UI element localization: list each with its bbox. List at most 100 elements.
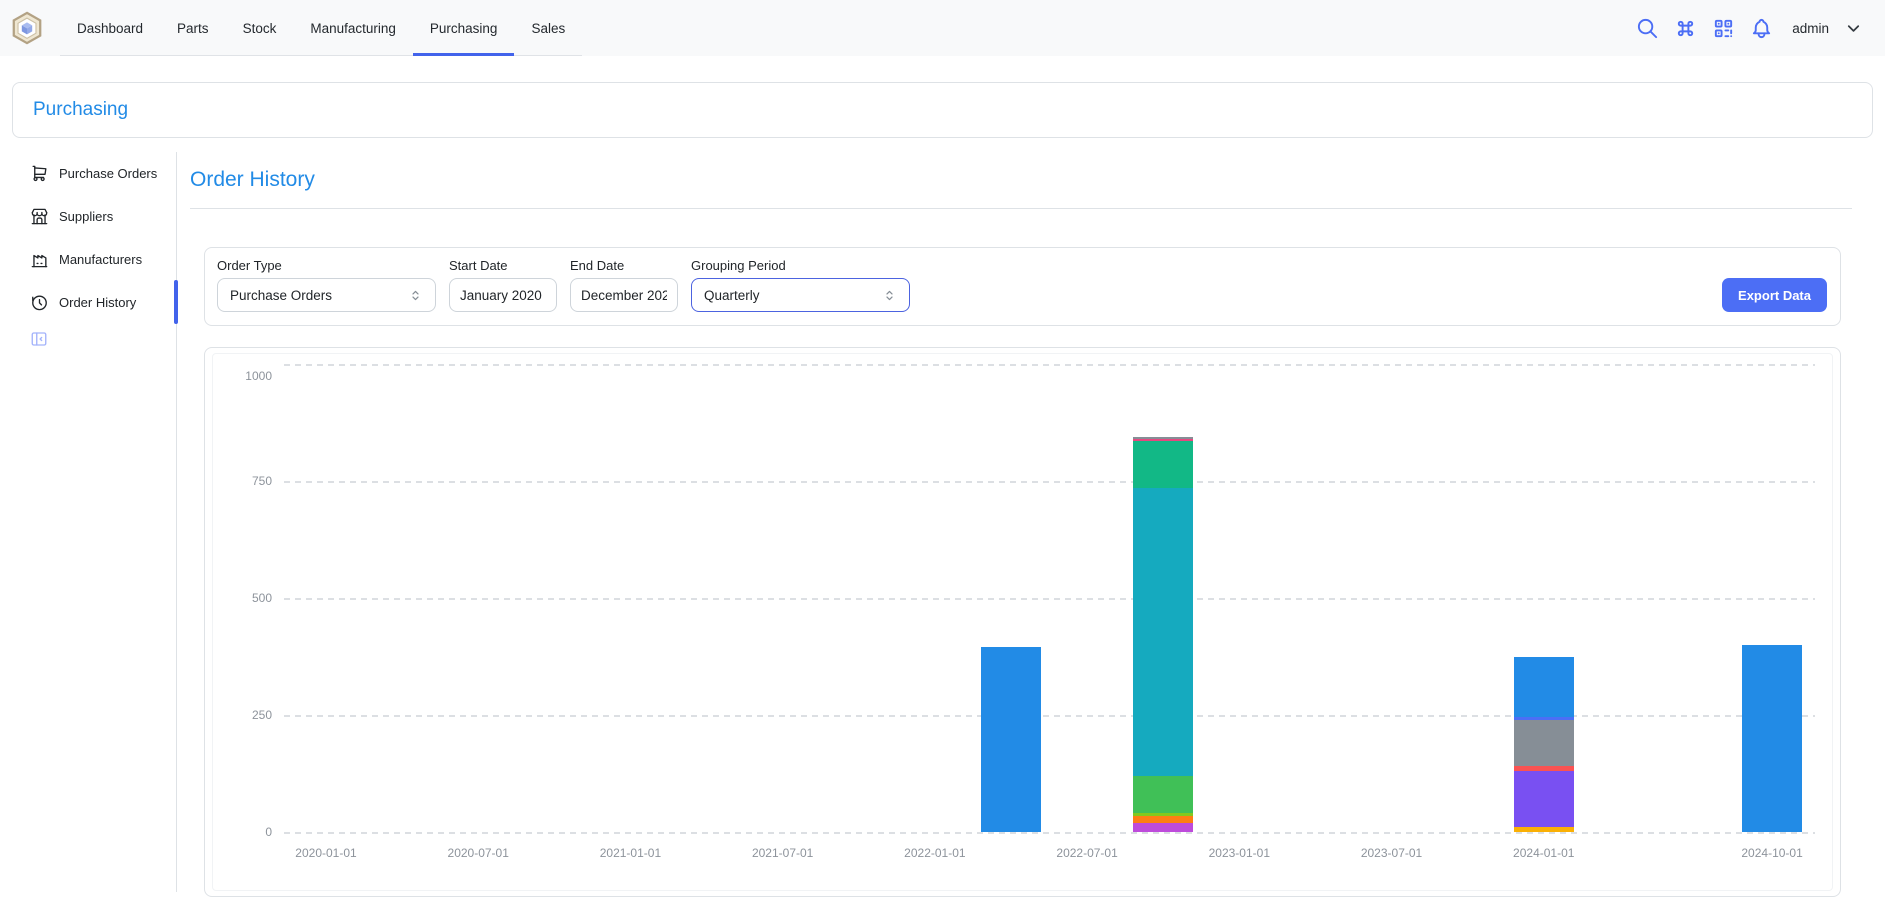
x-axis-tick: 2021-07-01 xyxy=(751,846,814,860)
user-menu-label[interactable]: admin xyxy=(1792,20,1829,36)
start-date-label: Start Date xyxy=(449,258,508,273)
header-icon-group xyxy=(1636,17,1773,40)
top-nav-bar: Dashboard Parts Stock Manufacturing Purchasi… xyxy=(0,0,1885,56)
y-axis-tick: 1000 xyxy=(245,369,272,383)
breadcrumb: Purchasing xyxy=(12,82,1873,138)
tab-manufacturing[interactable]: Manufacturing xyxy=(310,20,396,36)
bar-segment xyxy=(1133,438,1194,442)
breadcrumb-purchasing-link[interactable]: Purchasing xyxy=(33,99,129,120)
main-area: Purchase Orders Suppliers Manufacturers Ord… xyxy=(0,152,1885,897)
y-axis-tick: 500 xyxy=(251,591,272,605)
y-gridline-750 xyxy=(284,481,1815,483)
x-axis-tick: 2022-07-01 xyxy=(1056,846,1118,860)
sidebar-item-purchase-orders[interactable]: Purchase Orders xyxy=(0,158,176,188)
bar-segment xyxy=(1133,436,1194,439)
shopping-cart-icon xyxy=(30,164,49,183)
order-type-value: Purchase Orders xyxy=(230,287,333,303)
selector-icon xyxy=(408,288,423,303)
tab-stock[interactable]: Stock xyxy=(242,20,277,36)
bar-segment xyxy=(1133,775,1194,814)
y-gridline-0 xyxy=(284,832,1815,834)
y-gridline-500 xyxy=(284,598,1815,600)
end-date-input[interactable] xyxy=(570,278,678,312)
x-axis-tick: 2022-01-01 xyxy=(904,846,966,860)
sidebar-collapse-icon xyxy=(30,330,48,348)
tab-sales[interactable]: Sales xyxy=(531,20,566,36)
tab-dashboard[interactable]: Dashboard xyxy=(77,20,144,36)
bar-segment xyxy=(1513,719,1574,767)
bar-segment xyxy=(1133,815,1194,823)
chevron-down-icon[interactable] xyxy=(1844,19,1863,38)
sidebar-collapse-button[interactable] xyxy=(0,330,176,353)
end-date-label: End Date xyxy=(570,258,625,273)
command-icon[interactable] xyxy=(1674,17,1697,40)
title-divider xyxy=(190,208,1852,209)
export-data-button[interactable]: Export Data xyxy=(1722,278,1827,312)
x-axis-tick: 2023-01-01 xyxy=(1208,846,1270,860)
tab-parts[interactable]: Parts xyxy=(177,20,209,36)
order-type-field: Order Type Purchase Orders xyxy=(217,258,436,312)
grouping-period-field: Grouping Period Quarterly xyxy=(691,258,910,312)
bar-segment xyxy=(980,647,1041,832)
nav-tabs: Dashboard Parts Stock Manufacturing Purchasi… xyxy=(60,0,582,56)
bar-segment xyxy=(1513,766,1574,772)
order-type-select[interactable]: Purchase Orders xyxy=(217,278,436,312)
qrcode-icon[interactable] xyxy=(1712,17,1735,40)
sidebar-item-label: Manufacturers xyxy=(59,251,143,267)
sidebar-item-suppliers[interactable]: Suppliers xyxy=(0,201,176,231)
bar-segment xyxy=(1513,827,1574,832)
grouping-period-select[interactable]: Quarterly xyxy=(691,278,910,312)
chart-bar-2022-04-01[interactable] xyxy=(980,647,1041,832)
history-icon xyxy=(30,293,49,312)
grouping-period-label: Grouping Period xyxy=(691,258,786,273)
x-axis-tick: 2020-07-01 xyxy=(447,846,509,860)
x-axis-tick: 2020-01-01 xyxy=(295,846,357,860)
tab-purchasing[interactable]: Purchasing xyxy=(413,0,515,56)
start-date-field: Start Date xyxy=(449,258,557,312)
bar-segment xyxy=(1133,487,1194,776)
chart-bar-2024-10-01[interactable] xyxy=(1742,644,1803,832)
bell-icon[interactable] xyxy=(1750,17,1773,40)
building-store-icon xyxy=(30,207,49,226)
x-axis-tick: 2023-07-01 xyxy=(1360,846,1423,860)
bar-segment xyxy=(1513,771,1574,828)
x-axis-tick: 2024-10-01 xyxy=(1741,846,1803,860)
y-gridline-250 xyxy=(284,715,1815,717)
chart-bar-2024-01-01[interactable] xyxy=(1513,656,1574,833)
start-date-input[interactable] xyxy=(449,278,557,312)
sidebar: Purchase Orders Suppliers Manufacturers Ord… xyxy=(0,152,178,892)
sidebar-item-label: Order History xyxy=(59,294,137,310)
sidebar-item-label: Suppliers xyxy=(59,208,114,224)
page-title: Order History xyxy=(190,168,315,191)
chart-card: 0 250 500 750 1000 2020-01-01 2020-07-01 2021-0… xyxy=(204,347,1841,897)
bar-segment xyxy=(1513,656,1574,718)
sidebar-item-label: Purchase Orders xyxy=(59,165,158,181)
y-axis-tick: 750 xyxy=(251,474,272,488)
y-axis-tick: 250 xyxy=(251,708,272,722)
bar-segment xyxy=(1133,822,1194,832)
app-logo[interactable] xyxy=(10,0,44,56)
selector-icon xyxy=(882,288,897,303)
order-history-chart: 0 250 500 750 1000 2020-01-01 2020-07-01 2021-0… xyxy=(212,353,1833,891)
content-panel: Order History Order Type Purchase Orders… xyxy=(177,152,1885,897)
x-axis-tick: 2024-01-01 xyxy=(1513,846,1575,860)
sidebar-active-indicator xyxy=(174,280,178,324)
header-actions: admin xyxy=(1636,0,1863,56)
sidebar-item-manufacturers[interactable]: Manufacturers xyxy=(0,244,176,274)
chart-bar-2022-10-01[interactable] xyxy=(1133,436,1194,832)
x-axis-tick: 2021-01-01 xyxy=(599,846,662,860)
inventree-logo-icon xyxy=(12,11,42,45)
y-axis-tick: 0 xyxy=(265,825,272,839)
bar-segment xyxy=(1133,441,1194,488)
order-type-label: Order Type xyxy=(217,258,282,273)
end-date-field: End Date xyxy=(570,258,678,312)
sidebar-item-order-history[interactable]: Order History xyxy=(0,287,176,317)
bar-segment xyxy=(1742,644,1803,832)
search-icon[interactable] xyxy=(1636,17,1659,40)
factory-icon xyxy=(30,250,49,269)
bar-segment xyxy=(1133,813,1194,816)
grouping-period-value: Quarterly xyxy=(704,287,760,303)
bar-segment xyxy=(1513,717,1574,720)
filter-toolbar: Order Type Purchase Orders Start Date En… xyxy=(204,247,1841,326)
y-gridline-1000 xyxy=(284,364,1815,366)
